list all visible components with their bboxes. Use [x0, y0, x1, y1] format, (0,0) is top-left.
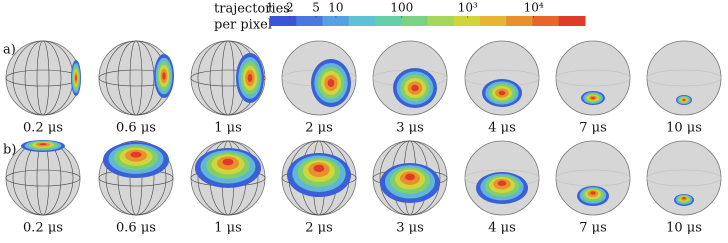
row-label: b) — [3, 143, 16, 158]
bloch-sphere — [281, 40, 357, 116]
colorbar-segment — [558, 16, 586, 26]
bloch-sphere — [555, 140, 631, 216]
time-label: 3 μs — [396, 121, 424, 136]
colorbar-segment — [348, 16, 376, 26]
time-label: 0.2 μs — [23, 221, 63, 236]
bloch-sphere — [646, 140, 722, 216]
density-blob — [327, 79, 335, 87]
colorbar-segment — [506, 16, 533, 26]
density-blob — [75, 75, 77, 81]
colorbar-tick-label: 10³ — [458, 1, 478, 15]
bloch-sphere — [646, 40, 722, 116]
equator — [646, 169, 722, 187]
equator — [555, 69, 631, 87]
meridian — [129, 40, 143, 116]
time-label: 0.6 μs — [116, 121, 156, 136]
density-blob — [682, 99, 686, 101]
colorbar-tick-label: 100 — [390, 1, 413, 15]
bloch-sphere — [5, 40, 81, 116]
density-blob — [222, 158, 234, 166]
density-blob — [130, 151, 142, 158]
time-label: 7 μs — [579, 121, 607, 136]
bloch-sphere — [372, 40, 448, 116]
bloch-sphere — [190, 40, 266, 116]
density-blob — [498, 90, 506, 96]
colorbar-segment — [322, 16, 350, 26]
colorbar-segment — [296, 16, 323, 26]
bloch-sphere — [464, 140, 540, 216]
bloch-sphere — [98, 140, 174, 216]
time-label: 2 μs — [305, 221, 333, 236]
time-label: 4 μs — [488, 221, 516, 236]
colorbar-tick-label: 10 — [328, 1, 343, 15]
colorbar-segment — [270, 16, 297, 26]
bloch-sphere — [98, 40, 174, 116]
time-label: 7 μs — [579, 221, 607, 236]
equator — [646, 69, 722, 87]
density-blob — [247, 73, 253, 83]
density-blob — [682, 197, 686, 200]
time-label: 3 μs — [396, 221, 424, 236]
bloch-sphere — [5, 140, 81, 216]
density-blob — [590, 191, 596, 195]
time-label: 4 μs — [488, 121, 516, 136]
density-blob — [162, 72, 166, 80]
density-blob — [497, 180, 507, 186]
time-label: 1 μs — [214, 221, 242, 236]
sphere — [5, 140, 81, 216]
time-label: 1 μs — [214, 121, 242, 136]
bloch-sphere — [281, 140, 357, 216]
bloch-sphere — [190, 140, 266, 216]
bloch-sphere — [372, 140, 448, 216]
colorbar-tick-label: 1 — [266, 1, 274, 15]
density-blob — [405, 173, 415, 181]
bloch-sphere — [555, 40, 631, 116]
time-label: 0.2 μs — [23, 121, 63, 136]
equator — [190, 69, 266, 87]
meridian — [36, 40, 50, 116]
sphere — [5, 40, 81, 116]
row-label: a) — [3, 43, 16, 58]
bloch-sphere — [464, 40, 540, 116]
colorbar-title: per pixel — [214, 18, 272, 33]
colorbar-tick-label: 10⁴ — [524, 1, 544, 15]
density-blob — [313, 164, 325, 173]
time-label: 10 μs — [666, 221, 702, 236]
colorbar-segment — [427, 16, 455, 26]
colorbar-tick-label: 5 — [312, 1, 320, 15]
colorbar-title: trajectories — [214, 2, 290, 17]
equator — [5, 169, 81, 187]
density-blob — [39, 143, 47, 146]
colorbar-tick-label: 2 — [286, 1, 294, 15]
time-label: 0.6 μs — [116, 221, 156, 236]
meridian — [129, 140, 143, 216]
colorbar-segment — [532, 16, 560, 26]
density-blob — [411, 84, 419, 92]
colorbar-segment — [375, 16, 402, 26]
colorbar-segment — [480, 16, 507, 26]
colorbar-segment — [401, 16, 428, 26]
colorbar-segment — [453, 16, 481, 26]
time-label: 10 μs — [666, 121, 702, 136]
time-label: 2 μs — [305, 121, 333, 136]
density-blob — [591, 96, 595, 100]
meridian — [221, 40, 235, 116]
